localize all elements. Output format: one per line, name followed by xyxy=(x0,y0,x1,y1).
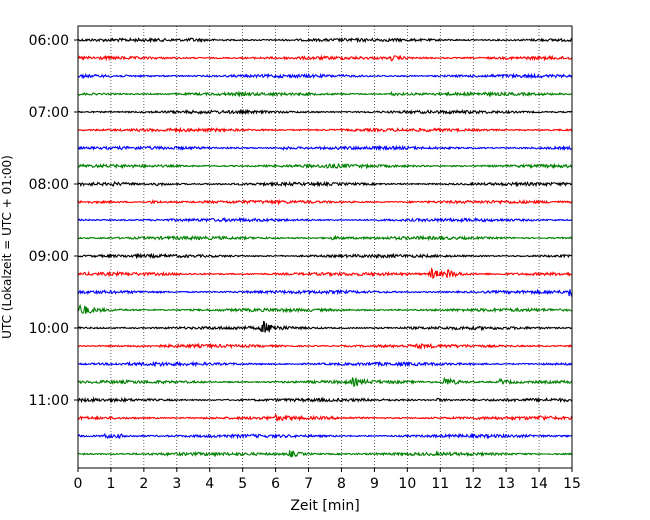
x-tick-label: 5 xyxy=(238,476,247,492)
y-tick-label: 08:00 xyxy=(29,177,69,193)
trace-0945 xyxy=(77,303,573,315)
trace-1000 xyxy=(77,320,573,333)
plot-frame xyxy=(77,25,573,469)
x-tick-label: 14 xyxy=(530,476,548,492)
grid-lines xyxy=(110,26,540,468)
trace-0700 xyxy=(77,108,573,116)
trace-0600 xyxy=(77,36,573,44)
trace-0730 xyxy=(77,144,573,152)
x-tick-label: 10 xyxy=(398,476,416,492)
x-axis-label: Zeit [min] xyxy=(290,498,359,514)
trace-0930 xyxy=(77,288,573,297)
trace-0630 xyxy=(77,72,573,80)
x-tick-label: 12 xyxy=(464,476,482,492)
x-axis-ticks: 0 1 2 3 4 5 6 7 8 9 10 11 12 13 14 15 xyxy=(74,468,581,492)
x-tick-label: 3 xyxy=(172,476,181,492)
seismic-traces xyxy=(77,36,573,458)
x-tick-label: 2 xyxy=(139,476,148,492)
x-tick-label: 1 xyxy=(106,476,115,492)
trace-1145 xyxy=(77,450,573,458)
trace-0830 xyxy=(77,216,573,224)
trace-0615 xyxy=(77,54,573,62)
y-tick-label: 10:00 xyxy=(29,321,69,337)
trace-1030 xyxy=(77,360,573,368)
x-tick-label: 0 xyxy=(74,476,83,492)
x-tick-label: 9 xyxy=(370,476,379,492)
y-tick-label: 06:00 xyxy=(29,33,69,49)
trace-1015 xyxy=(77,342,573,350)
y-axis-ticks: 06:00 07:00 08:00 09:00 10:00 11:00 xyxy=(29,33,78,409)
trace-1115 xyxy=(77,413,573,422)
x-tick-label: 13 xyxy=(497,476,515,492)
x-tick-label: 4 xyxy=(205,476,214,492)
y-axis-label: UTC (Lokalzeit = UTC + 01:00) xyxy=(0,155,14,339)
trace-0845 xyxy=(77,234,573,242)
trace-0800 xyxy=(77,180,573,188)
trace-1130 xyxy=(77,432,573,440)
trace-0715 xyxy=(77,126,573,134)
x-tick-label: 11 xyxy=(431,476,449,492)
trace-0815 xyxy=(77,198,573,206)
y-tick-label: 11:00 xyxy=(29,393,69,409)
x-tick-label: 8 xyxy=(337,476,346,492)
trace-1100 xyxy=(77,396,573,404)
y-tick-label: 09:00 xyxy=(29,249,69,265)
trace-0915 xyxy=(77,267,573,280)
x-tick-label: 15 xyxy=(563,476,581,492)
y-tick-label: 07:00 xyxy=(29,105,69,121)
trace-0645 xyxy=(77,90,573,98)
trace-0745 xyxy=(77,162,573,170)
trace-1045 xyxy=(77,376,573,388)
x-tick-label: 6 xyxy=(271,476,280,492)
x-tick-label: 7 xyxy=(304,476,313,492)
trace-0900 xyxy=(77,252,573,260)
